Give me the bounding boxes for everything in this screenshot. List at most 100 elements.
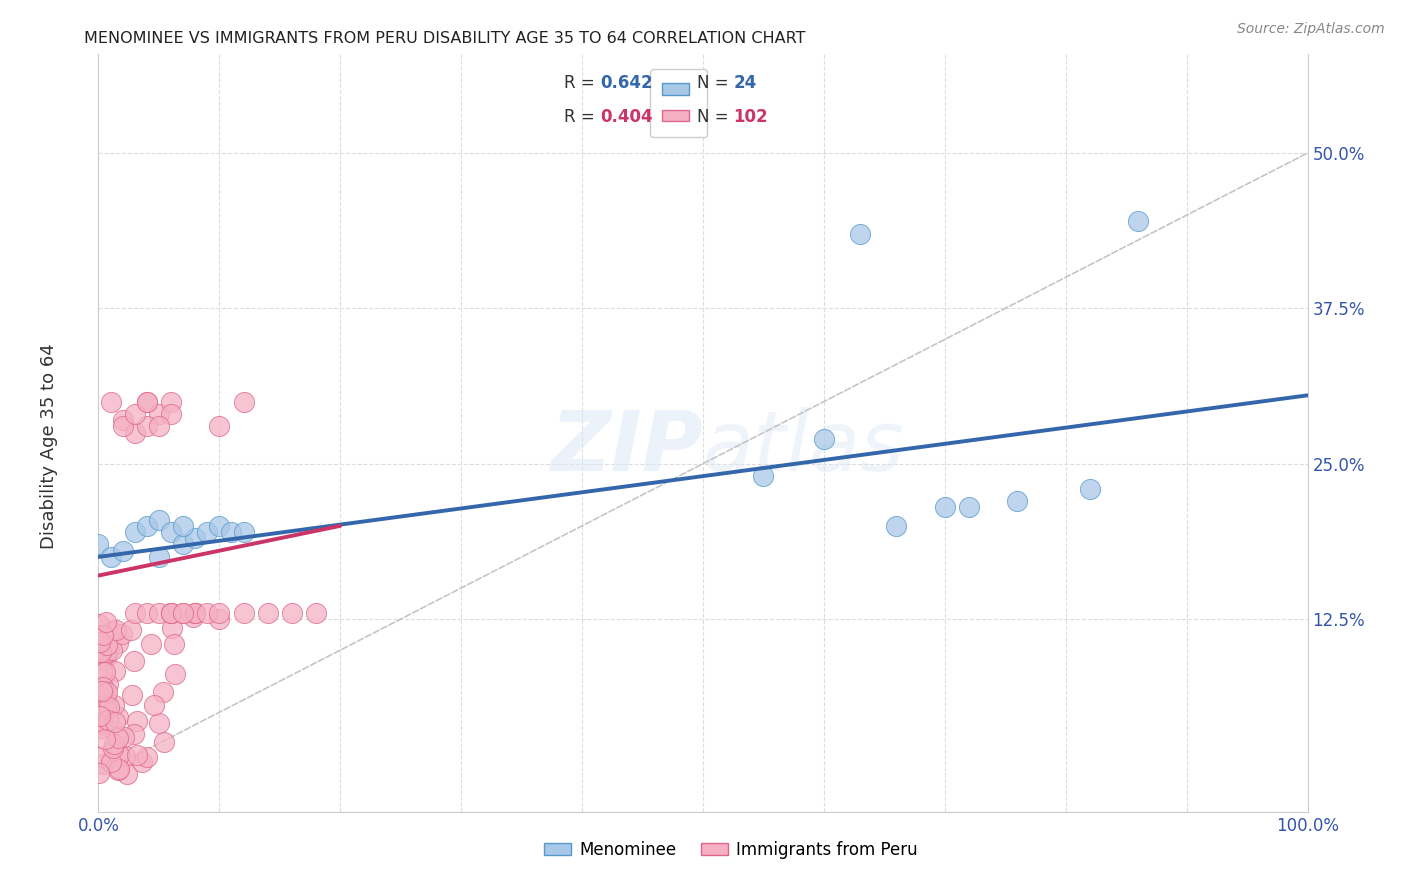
Text: Disability Age 35 to 64: Disability Age 35 to 64 <box>41 343 58 549</box>
Point <box>100 755 122 769</box>
Point <box>184 531 207 545</box>
Point <box>160 621 183 635</box>
Point <box>125 747 148 762</box>
Legend: , : , <box>651 70 707 137</box>
Point <box>148 716 170 731</box>
Point <box>124 606 146 620</box>
Point <box>91 649 114 664</box>
Point <box>89 635 111 649</box>
Point <box>121 688 143 702</box>
Text: MENOMINEE VS IMMIGRANTS FROM PERU DISABILITY AGE 35 TO 64 CORRELATION CHART: MENOMINEE VS IMMIGRANTS FROM PERU DISABI… <box>84 31 806 46</box>
Point <box>91 680 114 694</box>
Point <box>87 628 110 642</box>
Point <box>91 717 114 731</box>
Point <box>172 606 194 620</box>
Point <box>94 665 117 679</box>
Point <box>148 419 170 434</box>
Point <box>184 606 207 620</box>
Point <box>104 715 127 730</box>
Point <box>91 653 114 667</box>
Point <box>97 713 120 727</box>
Point <box>90 645 112 659</box>
Point <box>127 714 149 728</box>
Point <box>97 677 120 691</box>
Point <box>104 665 127 679</box>
Point <box>208 419 231 434</box>
Point <box>111 413 134 427</box>
Point <box>100 549 122 564</box>
Point <box>148 606 170 620</box>
Point <box>90 721 112 735</box>
Point <box>96 685 118 699</box>
Point <box>221 524 243 539</box>
Point <box>94 615 117 629</box>
Point <box>89 642 111 657</box>
Point <box>281 606 304 620</box>
Point <box>957 500 980 515</box>
Point <box>114 748 136 763</box>
Point <box>98 700 121 714</box>
Point <box>111 543 134 558</box>
Point <box>100 394 122 409</box>
Point <box>135 394 157 409</box>
Point <box>89 766 111 780</box>
Point <box>1078 482 1101 496</box>
Point <box>91 665 114 679</box>
Point <box>148 513 170 527</box>
Point <box>107 764 129 778</box>
Point <box>104 624 127 638</box>
Point <box>90 652 112 666</box>
Point <box>111 626 134 640</box>
Point <box>96 649 118 664</box>
Point <box>94 644 117 658</box>
Point <box>148 549 170 564</box>
Point <box>160 524 183 539</box>
Point <box>256 606 278 620</box>
Point <box>89 716 111 731</box>
Point <box>107 763 129 777</box>
Text: R =: R = <box>564 108 600 126</box>
Point <box>112 731 135 745</box>
Point <box>163 666 186 681</box>
Point <box>152 685 174 699</box>
Point <box>100 643 122 657</box>
Point <box>934 500 956 515</box>
Point <box>103 741 125 756</box>
Point <box>124 407 146 421</box>
Point <box>89 617 111 632</box>
Point <box>131 756 153 770</box>
Point <box>91 683 114 698</box>
Point <box>305 606 328 620</box>
Text: 24: 24 <box>734 74 756 93</box>
Point <box>87 537 110 551</box>
Point <box>135 519 157 533</box>
Point <box>148 407 170 421</box>
Point <box>111 419 134 434</box>
Point <box>1128 214 1150 228</box>
Text: R =: R = <box>564 74 600 93</box>
Point <box>96 638 118 652</box>
Text: N =: N = <box>697 108 734 126</box>
Point <box>89 708 111 723</box>
Point <box>97 642 120 657</box>
Point <box>172 519 194 533</box>
Point <box>90 683 112 698</box>
Point <box>813 432 835 446</box>
Point <box>232 606 254 620</box>
Point <box>124 524 146 539</box>
Point <box>93 757 115 772</box>
Point <box>135 606 157 620</box>
Point <box>1007 494 1029 508</box>
Point <box>153 735 176 749</box>
Point <box>124 727 146 741</box>
Text: atlas: atlas <box>703 408 904 488</box>
Legend: Menominee, Immigrants from Peru: Menominee, Immigrants from Peru <box>537 835 925 866</box>
Point <box>107 709 129 723</box>
Point <box>184 606 207 620</box>
Point <box>181 610 204 624</box>
Point <box>94 731 117 746</box>
Point <box>886 519 908 533</box>
Point <box>160 606 183 620</box>
Point <box>208 612 231 626</box>
Text: 0.404: 0.404 <box>600 108 652 126</box>
